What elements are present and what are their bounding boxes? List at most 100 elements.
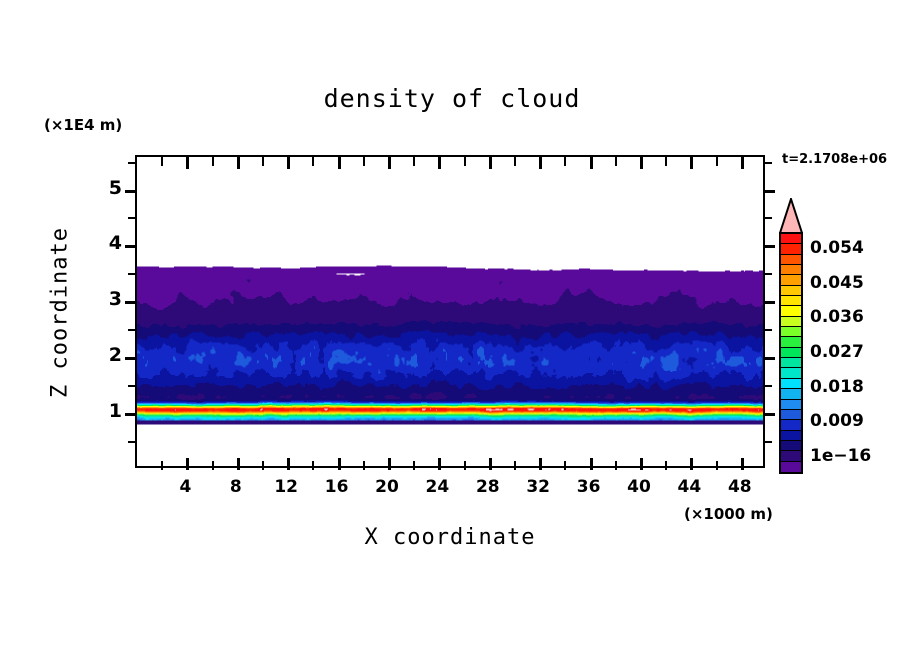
colorbar-tick-label: 0.054 [810,238,864,259]
x-tick-label: 36 [576,477,601,497]
x-tick-major [589,458,593,470]
y-tick-major [125,413,137,417]
x-tick-label: 24 [425,477,450,497]
x-tick-major-top [690,157,694,169]
x-tick-minor-top [362,157,365,166]
x-tick-major [186,458,190,470]
y-tick-minor [128,329,137,332]
colorbar-band [781,420,801,431]
colorbar [779,232,803,474]
x-tick-major-top [236,157,240,169]
y-tick-minor [128,273,137,276]
y-tick-label: 2 [108,344,122,367]
colorbar-band [781,275,801,286]
x-tick-major-top [740,157,744,169]
colorbar-tick-label: 0.027 [810,342,864,362]
colorbar-band [781,337,801,348]
y-tick-major [763,301,775,305]
colorbar-band [781,451,801,462]
colorbar-tick-label: 1e−16 [810,445,872,466]
colorbar-band [781,368,801,379]
plot-area [125,155,775,470]
y-tick-minor [128,441,137,444]
y-tick-minor [763,217,772,220]
colorbar-band [781,440,801,452]
x-tick-minor [463,461,466,470]
colorbar-band [781,265,801,276]
x-tick-minor [514,461,516,470]
x-tick-major-top [337,157,341,169]
x-tick-minor [211,461,214,470]
y-axis-title: Z coordinate [47,227,73,398]
x-tick-label: 12 [274,477,299,497]
x-tick-minor-top [262,157,264,166]
x-tick-major-top [287,157,291,169]
x-tick-label: 40 [627,477,651,497]
density-heatmap-canvas [137,157,763,466]
chart-title: density of cloud [323,84,581,113]
x-tick-major [690,458,694,470]
x-tick-minor-top [564,157,567,166]
x-tick-major-top [388,157,391,169]
colorbar-tick-label: 0.009 [810,411,864,432]
colorbar-band [781,234,801,245]
x-tick-major-top [186,157,190,169]
x-tick-minor-top [514,157,516,166]
x-tick-minor [312,461,315,470]
colorbar-band [781,358,801,369]
y-tick-minor [128,385,137,388]
x-tick-major-top [438,157,442,169]
y-tick-label: 3 [108,288,122,311]
y-tick-minor [128,217,137,220]
colorbar-band [781,378,801,390]
x-tick-label: 8 [229,477,242,497]
y-axis-unit: (×1E4 m) [44,116,123,134]
y-tick-minor [763,329,772,332]
x-tick-label: 32 [526,477,551,497]
x-tick-major [488,458,492,470]
x-tick-major-top [589,157,593,169]
y-tick-major [763,357,775,361]
x-axis-title: X coordinate [364,525,536,550]
x-tick-label: 4 [179,477,192,497]
colorbar-band [781,399,801,410]
x-tick-minor-top [463,157,466,166]
x-tick-minor [665,461,668,470]
x-tick-minor-top [614,157,617,166]
x-tick-label: 16 [324,477,349,497]
colorbar-band [781,244,801,255]
x-tick-minor [715,461,718,470]
y-tick-major [125,301,137,305]
y-tick-label: 4 [108,232,122,255]
colorbar-band [781,285,801,297]
y-tick-minor [763,385,772,388]
y-tick-major [125,189,137,193]
x-tick-minor [413,461,416,470]
colorbar-band [781,389,801,400]
x-tick-label: 20 [375,477,399,497]
x-tick-major [438,458,442,470]
colorbar-tick-label: 0.018 [810,376,864,397]
y-tick-major [125,245,137,249]
x-tick-major [388,458,391,470]
timestamp-annotation: t=2.1708e+06 [782,152,888,167]
colorbar-band [781,306,801,317]
x-tick-minor-top [413,157,416,166]
colorbar-band [781,430,801,441]
heatmap-field [137,157,763,466]
x-tick-major [539,458,543,470]
x-tick-minor [262,461,264,470]
colorbar-band [781,461,801,472]
x-tick-major [337,458,341,470]
x-tick-major [640,458,643,470]
x-tick-minor [614,461,617,470]
colorbar-band [781,254,801,266]
colorbar-overflow-arrow [779,198,803,234]
y-tick-minor [128,161,137,164]
x-tick-minor-top [161,157,164,166]
x-tick-minor-top [665,157,668,166]
y-tick-major [125,357,137,361]
x-axis-unit: (×1000 m) [684,505,773,523]
x-tick-label: 48 [727,477,752,497]
